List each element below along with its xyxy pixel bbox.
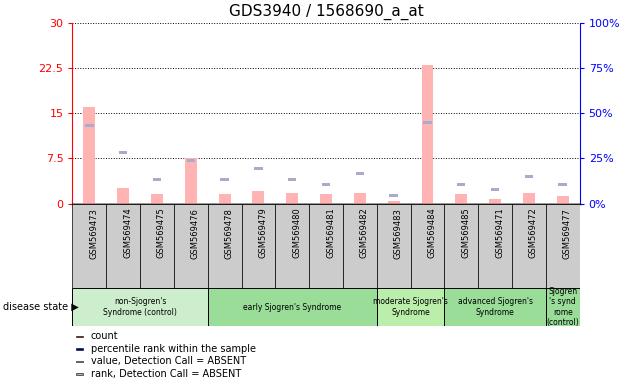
Bar: [546, 204, 580, 288]
Bar: [208, 204, 241, 288]
Bar: [241, 204, 275, 288]
Bar: [457, 183, 466, 186]
Bar: [185, 159, 197, 204]
Text: GSM569473: GSM569473: [89, 208, 98, 258]
Bar: [523, 193, 535, 204]
Bar: [119, 151, 127, 154]
Text: GSM569480: GSM569480: [292, 208, 301, 258]
Bar: [76, 361, 83, 362]
Text: advanced Sjogren's
Syndrome: advanced Sjogren's Syndrome: [457, 298, 532, 317]
Bar: [253, 192, 265, 204]
Bar: [76, 348, 83, 350]
Bar: [377, 288, 444, 326]
Text: GSM569479: GSM569479: [258, 208, 267, 258]
Title: GDS3940 / 1568690_a_at: GDS3940 / 1568690_a_at: [229, 4, 423, 20]
Text: moderate Sjogren's
Syndrome: moderate Sjogren's Syndrome: [373, 298, 448, 317]
Bar: [117, 189, 129, 204]
Bar: [85, 124, 94, 127]
Bar: [320, 195, 332, 204]
Bar: [220, 178, 229, 180]
Text: non-Sjogren's
Syndrome (control): non-Sjogren's Syndrome (control): [103, 298, 177, 317]
Text: GSM569483: GSM569483: [394, 208, 403, 258]
Bar: [322, 183, 330, 186]
Bar: [286, 193, 298, 204]
Text: GSM569485: GSM569485: [461, 208, 470, 258]
Bar: [83, 107, 95, 204]
Text: value, Detection Call = ABSENT: value, Detection Call = ABSENT: [91, 356, 246, 366]
Text: GSM569476: GSM569476: [191, 208, 200, 258]
Bar: [219, 195, 231, 204]
Text: Sjogren
's synd
rome
(control): Sjogren 's synd rome (control): [546, 287, 579, 327]
Bar: [455, 195, 467, 204]
Text: GSM569478: GSM569478: [225, 208, 234, 258]
Bar: [288, 178, 297, 180]
Text: count: count: [91, 331, 118, 341]
Bar: [355, 172, 364, 175]
Text: GSM569482: GSM569482: [360, 208, 369, 258]
Bar: [254, 167, 263, 170]
Text: GSM569472: GSM569472: [529, 208, 538, 258]
Bar: [411, 204, 444, 288]
Bar: [444, 288, 546, 326]
Bar: [512, 204, 546, 288]
Bar: [106, 204, 140, 288]
Bar: [489, 199, 501, 204]
Bar: [491, 189, 500, 192]
Text: GSM569477: GSM569477: [563, 208, 571, 258]
Text: percentile rank within the sample: percentile rank within the sample: [91, 344, 256, 354]
Bar: [186, 159, 195, 162]
Bar: [546, 288, 580, 326]
Text: disease state ▶: disease state ▶: [3, 302, 79, 312]
Text: early Sjogren's Syndrome: early Sjogren's Syndrome: [243, 303, 341, 312]
Text: GSM569474: GSM569474: [123, 208, 132, 258]
Text: GSM569484: GSM569484: [428, 208, 437, 258]
Bar: [76, 336, 83, 338]
Text: GSM569475: GSM569475: [157, 208, 166, 258]
Bar: [525, 175, 533, 178]
Bar: [151, 195, 163, 204]
Bar: [72, 204, 106, 288]
Bar: [421, 65, 433, 204]
Bar: [387, 200, 399, 204]
Bar: [343, 204, 377, 288]
Bar: [140, 204, 174, 288]
Bar: [275, 204, 309, 288]
Bar: [354, 193, 366, 204]
Bar: [377, 204, 411, 288]
Text: GSM569481: GSM569481: [326, 208, 335, 258]
Bar: [174, 204, 208, 288]
Bar: [444, 204, 478, 288]
Bar: [389, 194, 398, 197]
Text: rank, Detection Call = ABSENT: rank, Detection Call = ABSENT: [91, 369, 241, 379]
Bar: [152, 178, 161, 180]
Bar: [208, 288, 377, 326]
Bar: [557, 196, 569, 204]
Bar: [76, 373, 83, 375]
Bar: [309, 204, 343, 288]
Bar: [558, 183, 567, 186]
Bar: [72, 288, 208, 326]
Text: GSM569471: GSM569471: [495, 208, 504, 258]
Bar: [423, 121, 432, 124]
Bar: [478, 204, 512, 288]
